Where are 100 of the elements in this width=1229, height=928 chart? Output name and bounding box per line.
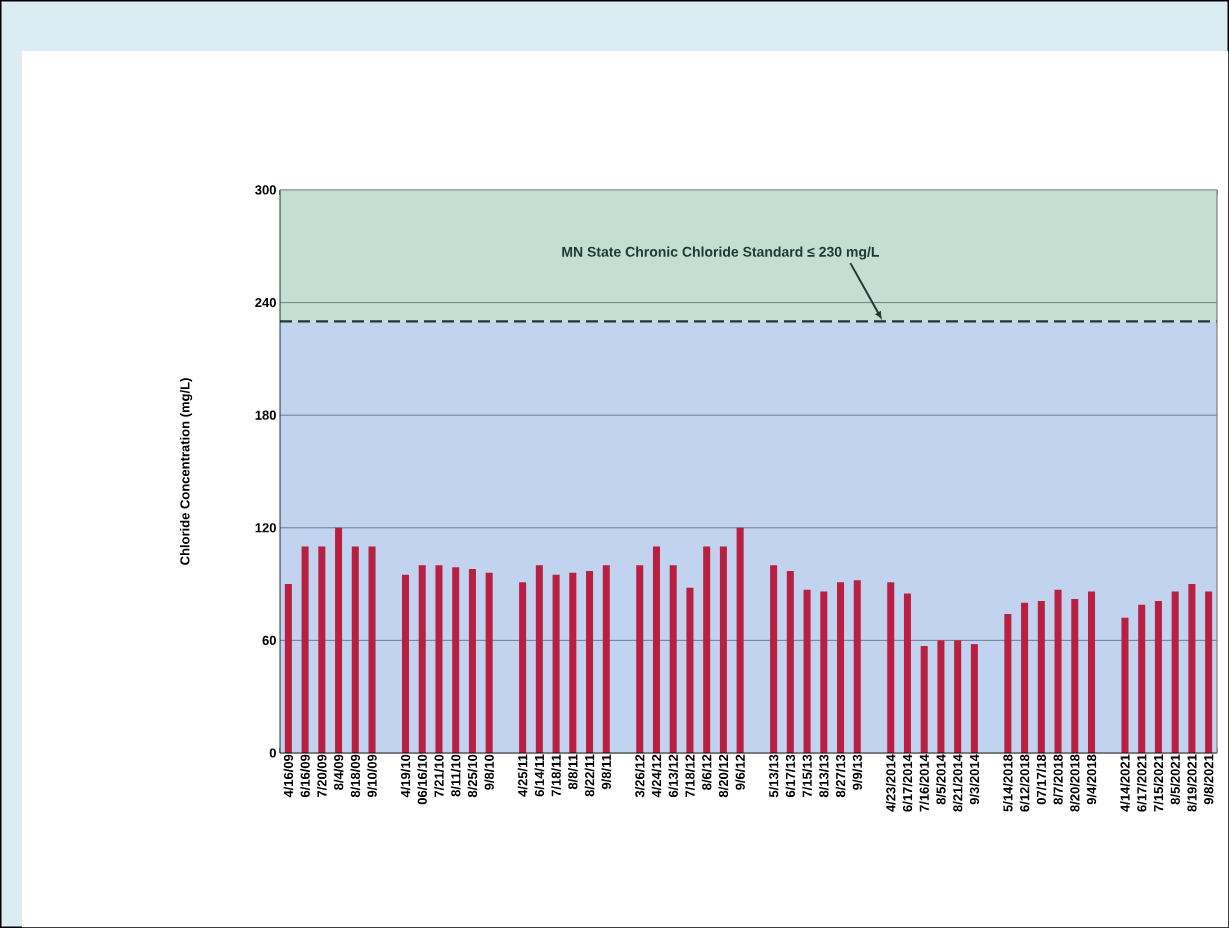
bar xyxy=(1154,600,1162,753)
y-tick-label: 0 xyxy=(269,748,276,758)
bar xyxy=(519,582,527,753)
bar xyxy=(1054,589,1062,753)
bar xyxy=(803,589,811,753)
x-tick-label: 8/4/09 xyxy=(333,754,344,790)
y-tick-label: 180 xyxy=(255,410,276,420)
x-tick-label: 3/26/12 xyxy=(634,754,645,798)
x-tick-label: 6/17/2021 xyxy=(1136,754,1147,812)
x-tick-label: 8/6/12 xyxy=(701,754,712,790)
x-tick-label: 7/18/12 xyxy=(685,754,695,797)
ref-line-label: MN State Chronic Chloride Standard ≤ 230 mg/L xyxy=(562,246,879,260)
x-tick-label: 9/8/2021 xyxy=(1203,754,1214,805)
bar xyxy=(468,569,476,753)
bar xyxy=(1171,591,1179,753)
bar xyxy=(903,593,911,753)
bar xyxy=(318,546,326,753)
bar xyxy=(970,644,978,753)
bar xyxy=(887,582,895,753)
bar xyxy=(703,546,711,753)
x-tick-label: 8/8/11 xyxy=(567,754,578,790)
x-tick-label: 9/3/2014 xyxy=(969,754,980,805)
x-tick-label: 6/17/13 xyxy=(785,754,796,798)
bar xyxy=(786,570,794,753)
x-tick-label: 8/5/2014 xyxy=(936,754,946,805)
bar xyxy=(552,574,560,753)
x-tick-label: 8/25/10 xyxy=(467,754,478,798)
x-tick-label: 9/10/09 xyxy=(367,754,377,798)
bar xyxy=(669,565,677,753)
y-tick-label: 240 xyxy=(255,297,276,308)
bar xyxy=(937,640,945,753)
x-tick-label: 8/19/2021 xyxy=(1187,754,1197,812)
x-tick-label: 4/24/12 xyxy=(651,754,662,798)
bar xyxy=(1021,602,1029,753)
bar xyxy=(636,565,644,753)
bar xyxy=(1004,614,1012,753)
bar xyxy=(1138,604,1146,753)
bar xyxy=(1121,617,1129,753)
bar xyxy=(1188,584,1196,753)
x-tick-label: 8/5/2021 xyxy=(1170,754,1181,805)
bar xyxy=(452,567,460,753)
x-tick-label: 8/11/10 xyxy=(450,754,461,797)
x-tick-label: 9/8/11 xyxy=(601,754,612,790)
bar xyxy=(368,546,376,753)
x-tick-label: 6/16/09 xyxy=(300,754,310,798)
bar xyxy=(602,565,610,753)
x-tick-label: 8/27/13 xyxy=(835,754,846,798)
x-tick-label: 7/16/2014 xyxy=(919,754,930,812)
x-tick-label: 7/21/10 xyxy=(434,754,444,797)
x-tick-label: 9/8/10 xyxy=(484,754,494,790)
x-tick-label: 8/22/11 xyxy=(584,754,595,797)
x-tick-label: 6/14/11 xyxy=(534,754,545,797)
bar xyxy=(586,570,594,753)
x-tick-label: 4/25/11 xyxy=(517,754,528,797)
bar xyxy=(652,546,660,753)
x-tick-label: 8/7/2018 xyxy=(1053,754,1063,805)
x-tick-label: 7/18/11 xyxy=(551,754,561,797)
bar xyxy=(920,646,928,753)
bar xyxy=(837,582,845,753)
x-tick-label: 6/17/2014 xyxy=(902,754,913,812)
bar xyxy=(435,565,443,753)
bar xyxy=(485,572,493,753)
x-tick-label: 5/13/13 xyxy=(768,754,779,798)
bar xyxy=(301,546,309,753)
x-tick-label: 4/19/10 xyxy=(400,754,411,798)
y-axis-title: Chloride Concentration (mg/L) xyxy=(179,378,193,565)
bar xyxy=(418,565,426,753)
bar xyxy=(1037,600,1045,753)
y-tick-label: 60 xyxy=(262,635,276,645)
bar xyxy=(335,527,343,753)
x-tick-label: 8/20/2018 xyxy=(1069,754,1080,812)
x-tick-label: 8/18/09 xyxy=(350,754,361,798)
bar xyxy=(1205,591,1213,753)
x-tick-label: 8/13/13 xyxy=(818,754,829,798)
bar xyxy=(719,546,727,753)
bar xyxy=(351,546,359,753)
x-tick-label: 07/17/18 xyxy=(1036,754,1047,805)
y-tick-label: 300 xyxy=(255,185,276,195)
x-tick-label: 5/14/2018 xyxy=(1003,754,1013,812)
x-tick-label: 4/14/2021 xyxy=(1120,754,1130,812)
bar xyxy=(401,574,410,753)
bar xyxy=(1071,599,1079,753)
x-tick-label: 9/6/12 xyxy=(735,754,745,790)
bar xyxy=(686,587,694,753)
x-tick-label: 6/12/2018 xyxy=(1019,754,1030,812)
bar xyxy=(820,591,828,753)
bar xyxy=(535,565,543,753)
x-tick-label: 7/20/09 xyxy=(316,754,327,797)
x-tick-label: 8/20/12 xyxy=(718,754,729,798)
bar xyxy=(569,572,577,753)
bar xyxy=(853,580,861,753)
x-tick-label: 06/16/10 xyxy=(417,754,428,805)
x-tick-label: 9/9/13 xyxy=(852,754,863,790)
bar xyxy=(284,584,292,753)
x-tick-label: 4/16/09 xyxy=(283,754,294,798)
bar xyxy=(1088,591,1096,753)
x-tick-label: 9/4/2018 xyxy=(1086,754,1097,805)
x-tick-label: 7/15/2021 xyxy=(1153,754,1164,812)
x-tick-label: 4/23/2014 xyxy=(885,754,896,812)
bar xyxy=(770,565,778,753)
